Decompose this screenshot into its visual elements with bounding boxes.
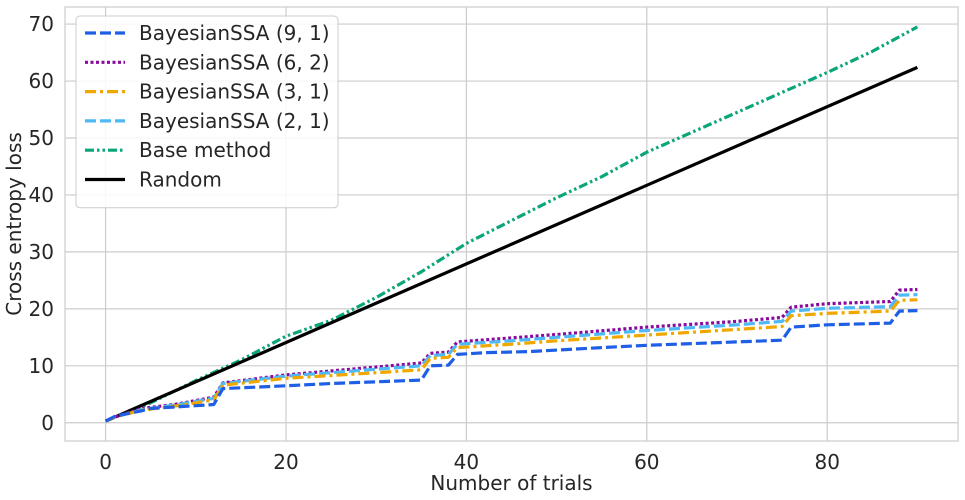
legend-label: Random <box>139 168 222 192</box>
x-tick-label: 80 <box>814 450 839 474</box>
grid <box>65 7 958 441</box>
y-tick-label: 30 <box>29 240 54 264</box>
x-tick-labels: 0 20 40 60 80 <box>99 450 840 474</box>
legend-label: BayesianSSA (2, 1) <box>139 109 330 133</box>
x-tick-label: 40 <box>454 450 479 474</box>
legend-label: BayesianSSA (9, 1) <box>139 21 330 45</box>
legend-label: BayesianSSA (3, 1) <box>139 80 330 104</box>
legend: BayesianSSA (9, 1) BayesianSSA (6, 2) Baye… <box>75 15 339 209</box>
series-layer <box>104 25 919 423</box>
y-tick-labels: 0 10 20 30 40 50 60 70 <box>29 12 54 435</box>
plot-frame <box>64 6 959 442</box>
x-axis-label: Number of trials <box>430 471 592 495</box>
series-line-1 <box>104 309 918 423</box>
y-tick-label: 10 <box>29 354 54 378</box>
y-tick-label: 20 <box>29 297 54 321</box>
y-tick-label: 70 <box>29 12 54 36</box>
series-line-6 <box>104 65 919 423</box>
legend-label: Base method <box>139 138 271 162</box>
y-axis-label: Cross entropy loss <box>2 132 26 316</box>
x-tick-label: 0 <box>99 450 112 474</box>
y-tick-label: 0 <box>41 411 54 435</box>
x-tick-label: 20 <box>273 450 298 474</box>
legend-box <box>75 15 339 209</box>
y-tick-label: 50 <box>29 126 54 150</box>
y-tick-label: 60 <box>29 69 54 93</box>
x-tick-label: 60 <box>634 450 659 474</box>
y-tick-label: 40 <box>29 183 54 207</box>
series-line-3 <box>104 298 918 423</box>
legend-label: BayesianSSA (6, 2) <box>139 50 330 74</box>
